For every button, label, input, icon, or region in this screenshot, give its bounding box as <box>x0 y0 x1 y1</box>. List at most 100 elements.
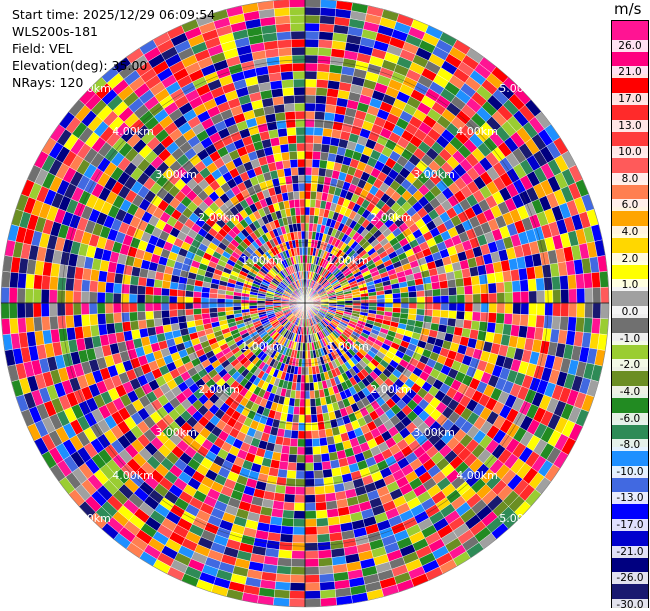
range-gate <box>161 303 169 311</box>
range-gate <box>73 291 81 303</box>
range-ring-label: 2.00km <box>198 383 240 396</box>
range-gate <box>193 308 201 314</box>
range-gate <box>277 558 291 567</box>
range-gate <box>324 485 335 494</box>
range-gate <box>283 160 291 169</box>
range-gate <box>57 303 65 316</box>
range-gate <box>9 288 17 304</box>
range-gate <box>448 311 457 319</box>
range-gate <box>313 135 322 144</box>
range-gate <box>275 582 290 591</box>
range-gate <box>305 15 320 23</box>
range-gate <box>298 167 305 175</box>
range-ring-label: 2.00km <box>370 383 412 396</box>
range-gate <box>113 303 121 313</box>
range-gate <box>601 303 609 319</box>
range-gate <box>305 559 319 567</box>
colorbar-tick-label: -30.0 <box>612 599 648 611</box>
range-gate <box>305 495 316 503</box>
range-gate <box>162 317 171 325</box>
range-gate <box>473 303 481 312</box>
colorbar-tick-label: 0.0 <box>612 306 648 318</box>
range-gate <box>495 323 504 334</box>
range-gate <box>279 136 289 145</box>
range-gate <box>105 293 113 304</box>
range-gate <box>310 399 316 407</box>
range-gate <box>177 303 185 310</box>
range-gate <box>305 175 312 183</box>
range-gate <box>283 95 294 104</box>
range-gate <box>319 23 334 32</box>
range-gate <box>276 23 291 32</box>
range-gate <box>17 273 26 288</box>
range-gate <box>291 567 305 575</box>
range-gate <box>1 271 10 287</box>
range-gate <box>105 313 114 324</box>
range-gate <box>283 437 291 446</box>
range-gate <box>318 542 331 551</box>
range-gate <box>194 314 203 321</box>
range-gate <box>305 375 309 383</box>
range-gate <box>322 136 332 145</box>
colorbar-tick-label: 17.0 <box>612 93 648 105</box>
range-gate <box>225 299 233 303</box>
range-gate <box>210 312 219 318</box>
range-gate <box>308 359 312 367</box>
range-gate <box>416 309 424 316</box>
range-gate <box>315 486 326 495</box>
range-gate <box>57 277 66 290</box>
range-gate <box>316 518 328 527</box>
range-gate <box>57 316 66 329</box>
range-gate <box>105 303 113 314</box>
range-gate <box>305 207 310 215</box>
range-gate <box>560 316 569 330</box>
range-gate <box>153 311 162 319</box>
range-gate <box>457 295 465 303</box>
range-gate <box>433 296 441 303</box>
range-gate <box>318 429 326 438</box>
range-gate <box>312 438 320 447</box>
range-gate <box>305 583 320 591</box>
range-gate <box>290 591 306 599</box>
range-gate <box>479 321 488 331</box>
range-gate <box>326 436 335 445</box>
range-gate <box>209 308 217 313</box>
range-gate <box>496 313 505 324</box>
range-gate <box>318 422 326 431</box>
range-gate <box>280 534 293 543</box>
range-gate <box>315 494 326 503</box>
range-gate <box>471 276 480 286</box>
range-gate <box>576 317 585 332</box>
range-gate <box>497 303 505 314</box>
range-gate <box>385 298 393 303</box>
range-gate <box>305 119 315 127</box>
range-gate <box>310 191 316 199</box>
range-gate <box>275 15 290 24</box>
range-gate <box>311 175 318 184</box>
range-gate <box>292 47 305 55</box>
range-gate <box>296 463 305 471</box>
colorbar-tick-label: 10.0 <box>612 146 648 158</box>
range-gate <box>369 296 377 300</box>
range-gate <box>393 298 401 303</box>
range-gate <box>465 294 473 303</box>
range-ring-label: 1.00km <box>327 254 369 267</box>
range-gate <box>323 469 333 478</box>
range-gate <box>301 375 305 383</box>
range-gate <box>300 391 305 399</box>
range-gate <box>290 438 298 447</box>
range-gate <box>561 289 569 303</box>
range-gate <box>305 151 313 159</box>
range-gate <box>305 111 315 119</box>
range-gate <box>25 288 33 303</box>
range-ring-label: 4.00km <box>112 125 154 138</box>
range-gate <box>295 119 305 127</box>
plot-info: Start time: 2025/12/29 06:09:54 WLS200s-… <box>12 6 215 91</box>
colorbar-tick-label: -10.0 <box>612 466 648 478</box>
range-gate <box>432 289 441 297</box>
elevation-label: Elevation(deg): 35.00 <box>12 57 215 74</box>
range-gate <box>25 303 33 318</box>
range-gate <box>284 168 292 177</box>
